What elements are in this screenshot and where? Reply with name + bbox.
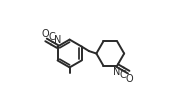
Text: O: O <box>42 29 49 39</box>
Text: N: N <box>113 67 120 77</box>
Text: C: C <box>48 32 55 42</box>
Text: C: C <box>120 70 126 80</box>
Text: O: O <box>125 74 133 84</box>
Text: N: N <box>54 35 62 45</box>
